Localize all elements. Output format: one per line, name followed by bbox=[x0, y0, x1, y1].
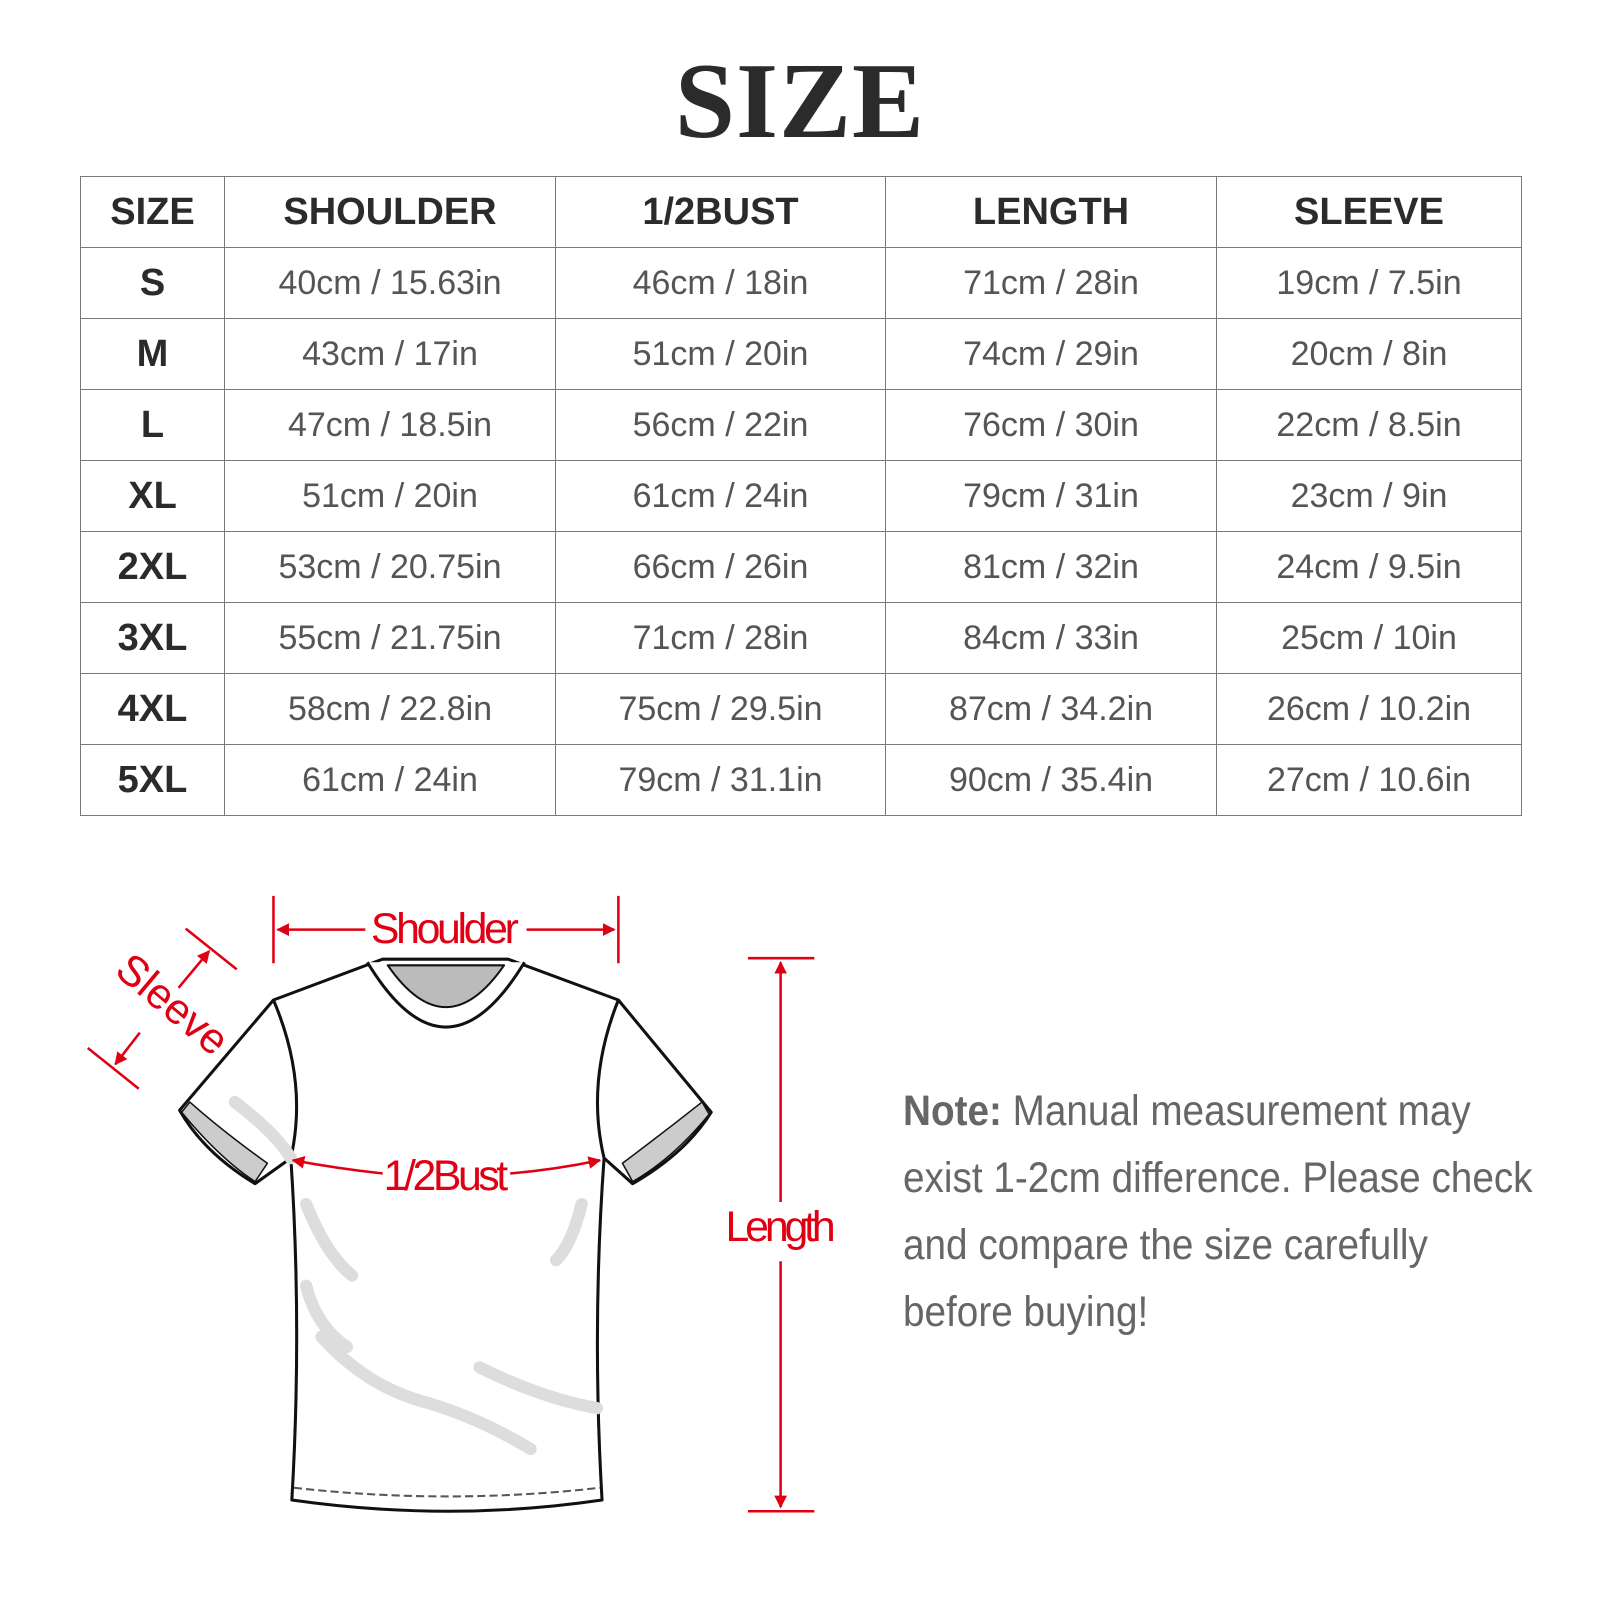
size-cell: 5XL bbox=[80, 744, 225, 816]
measurement-cell: 24cm / 9.5in bbox=[1216, 531, 1522, 603]
table-row: M 43cm / 17in 51cm / 20in 74cm / 29in 20cm /… bbox=[80, 318, 1522, 390]
measurement-cell: 53cm / 20.75in bbox=[224, 531, 556, 603]
tshirt-outline bbox=[178, 957, 713, 1513]
size-table: SIZE SHOULDER 1/2BUST LENGTH SLEEVE S 40c… bbox=[80, 176, 1522, 816]
fabric-fold-shading bbox=[228, 1095, 604, 1456]
shoulder-label: Shoulder bbox=[371, 905, 519, 953]
measurement-cell: 22cm / 8.5in bbox=[1216, 389, 1522, 461]
table-row: XL 51cm / 20in 61cm / 24in 79cm / 31in 23cm … bbox=[80, 460, 1522, 532]
note-body: Manual measurement may exist 1-2cm diffe… bbox=[903, 1087, 1533, 1336]
measurement-cell: 75cm / 29.5in bbox=[555, 673, 886, 745]
table-header-row: SIZE SHOULDER 1/2BUST LENGTH SLEEVE bbox=[80, 176, 1522, 248]
size-cell: 3XL bbox=[80, 602, 225, 674]
measurement-cell: 79cm / 31.1in bbox=[555, 744, 886, 816]
bust-label: 1/2Bust bbox=[384, 1152, 509, 1200]
header-cell: LENGTH bbox=[885, 176, 1217, 248]
size-cell: XL bbox=[80, 460, 225, 532]
measurement-cell: 58cm / 22.8in bbox=[224, 673, 556, 745]
measurement-cell: 84cm / 33in bbox=[885, 602, 1217, 674]
measurement-cell: 25cm / 10in bbox=[1216, 602, 1522, 674]
measurement-cell: 71cm / 28in bbox=[885, 247, 1217, 319]
measurement-cell: 43cm / 17in bbox=[224, 318, 556, 390]
note-text: Note: Manual measurement may exist 1-2cm… bbox=[903, 1078, 1542, 1346]
header-cell: SIZE bbox=[80, 176, 225, 248]
measurement-cell: 23cm / 9in bbox=[1216, 460, 1522, 532]
size-cell: L bbox=[80, 389, 225, 461]
length-label: Length bbox=[726, 1203, 836, 1251]
measurement-cell: 46cm / 18in bbox=[555, 247, 886, 319]
size-cell: S bbox=[80, 247, 225, 319]
measurement-cell: 61cm / 24in bbox=[224, 744, 556, 816]
measurement-lines bbox=[86, 895, 815, 1513]
table-row: 4XL 58cm / 22.8in 75cm / 29.5in 87cm / 34.2… bbox=[80, 673, 1522, 745]
header-cell: SLEEVE bbox=[1216, 176, 1522, 248]
table-row: S 40cm / 15.63in 46cm / 18in 71cm / 28in 19c… bbox=[80, 247, 1522, 319]
measurement-cell: 51cm / 20in bbox=[224, 460, 556, 532]
measurement-cell: 66cm / 26in bbox=[555, 531, 886, 603]
table-row: 3XL 55cm / 21.75in 71cm / 28in 84cm / 33in 2… bbox=[80, 602, 1522, 674]
table-row: L 47cm / 18.5in 56cm / 22in 76cm / 30in 22cm… bbox=[80, 389, 1522, 461]
measurement-cell: 81cm / 32in bbox=[885, 531, 1217, 603]
measurement-cell: 55cm / 21.75in bbox=[224, 602, 556, 674]
note-label: Note: bbox=[903, 1087, 1002, 1135]
page-title: SIZE bbox=[674, 42, 926, 161]
measurement-cell: 74cm / 29in bbox=[885, 318, 1217, 390]
measurement-cell: 27cm / 10.6in bbox=[1216, 744, 1522, 816]
measurement-cell: 40cm / 15.63in bbox=[224, 247, 556, 319]
table-row: 5XL 61cm / 24in 79cm / 31.1in 90cm / 35.4in… bbox=[80, 744, 1522, 816]
measurement-cell: 19cm / 7.5in bbox=[1216, 247, 1522, 319]
sleeve-label: Sleeve bbox=[107, 944, 238, 1065]
size-cell: M bbox=[80, 318, 225, 390]
measurement-cell: 90cm / 35.4in bbox=[885, 744, 1217, 816]
measurement-cell: 51cm / 20in bbox=[555, 318, 886, 390]
measurement-cell: 76cm / 30in bbox=[885, 389, 1217, 461]
measurement-cell: 61cm / 24in bbox=[555, 460, 886, 532]
table-row: 2XL 53cm / 20.75in 66cm / 26in 81cm / 32in 2… bbox=[80, 531, 1522, 603]
measurement-cell: 56cm / 22in bbox=[555, 389, 886, 461]
size-cell: 4XL bbox=[80, 673, 225, 745]
measurement-cell: 20cm / 8in bbox=[1216, 318, 1522, 390]
header-cell: 1/2BUST bbox=[555, 176, 886, 248]
measurement-cell: 26cm / 10.2in bbox=[1216, 673, 1522, 745]
measurement-cell: 71cm / 28in bbox=[555, 602, 886, 674]
